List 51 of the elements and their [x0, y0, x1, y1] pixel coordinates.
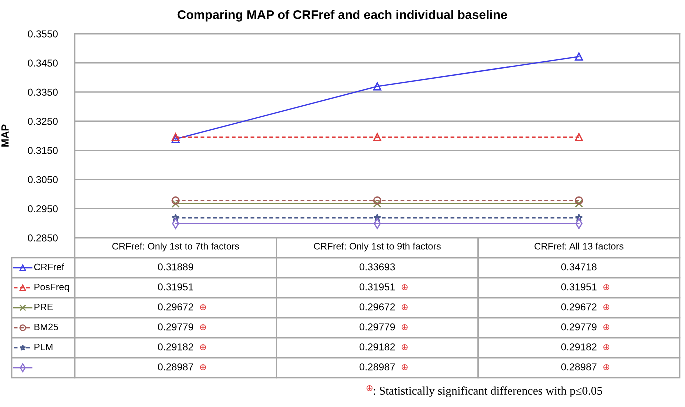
point — [373, 133, 382, 142]
x-tick-label: CRFref: All 13 factors — [534, 242, 624, 250]
x-tick-label: CRFref: Only 1st to 9th factors — [314, 242, 441, 252]
y-tick-label: 0.2850 — [28, 234, 58, 242]
chart-title: Comparing MAP of CRFref and each individual baseline — [178, 10, 508, 22]
legend-label: PLM — [34, 344, 53, 350]
data-label: 0.29672 ⊕ — [360, 304, 408, 311]
point — [575, 200, 584, 208]
legend-label: CRFref — [34, 264, 64, 271]
y-tick-label: 0.3150 — [28, 147, 58, 154]
point — [172, 135, 180, 144]
y-axis-title: MAP — [2, 124, 9, 147]
data-label: 0.29779 ⊕ — [360, 324, 408, 331]
data-label: 0.31951 ⊕ — [360, 284, 408, 291]
point — [374, 214, 382, 222]
point — [575, 214, 584, 222]
data-label: 0.28987 ⊕ — [561, 364, 610, 371]
x-tick-label: CRFref: Only 1st to 7th factors — [112, 242, 240, 252]
data-label: 0.29182 ⊕ — [158, 344, 206, 351]
legend-label: PRE — [34, 304, 54, 310]
data-label: 0.29182 ⊕ — [360, 344, 408, 351]
text: ⊕: Statistically significant differences with p≤0.05 — [366, 386, 602, 398]
data-label: 0.33693 — [360, 264, 396, 271]
point — [373, 200, 382, 208]
data-label: 0.29672 ⊕ — [561, 304, 610, 311]
y-tick-label: 0.2950 — [28, 206, 58, 213]
data-label: 0.34718 — [561, 264, 597, 271]
data-label: 0.29779 ⊕ — [561, 324, 610, 331]
point — [172, 200, 180, 208]
point — [172, 196, 180, 205]
point — [373, 82, 382, 91]
data-label: 0.31951 — [158, 284, 194, 291]
point — [575, 133, 584, 142]
y-tick-label: 0.3050 — [28, 176, 58, 184]
data-label: 0.31889 — [158, 264, 194, 271]
data-label: 0.29182 ⊕ — [561, 344, 610, 351]
point — [575, 52, 584, 61]
y-tick-label: 0.3550 — [28, 30, 58, 38]
point — [575, 196, 584, 205]
data-label: 0.28987 ⊕ — [158, 364, 206, 371]
legend-label: PosFreq — [34, 284, 70, 292]
point — [373, 196, 382, 205]
y-tick-label: 0.3450 — [28, 60, 58, 67]
y-tick-label: 0.3250 — [28, 118, 58, 126]
legend-label: BM25 — [34, 324, 58, 331]
data-label: 0.29779 ⊕ — [158, 324, 206, 331]
data-label: 0.28987 ⊕ — [360, 364, 408, 371]
point — [172, 214, 180, 222]
data-label: 0.31951 ⊕ — [561, 284, 610, 291]
y-tick-label: 0.3350 — [28, 88, 58, 96]
data-label: 0.29672 ⊕ — [158, 304, 206, 311]
